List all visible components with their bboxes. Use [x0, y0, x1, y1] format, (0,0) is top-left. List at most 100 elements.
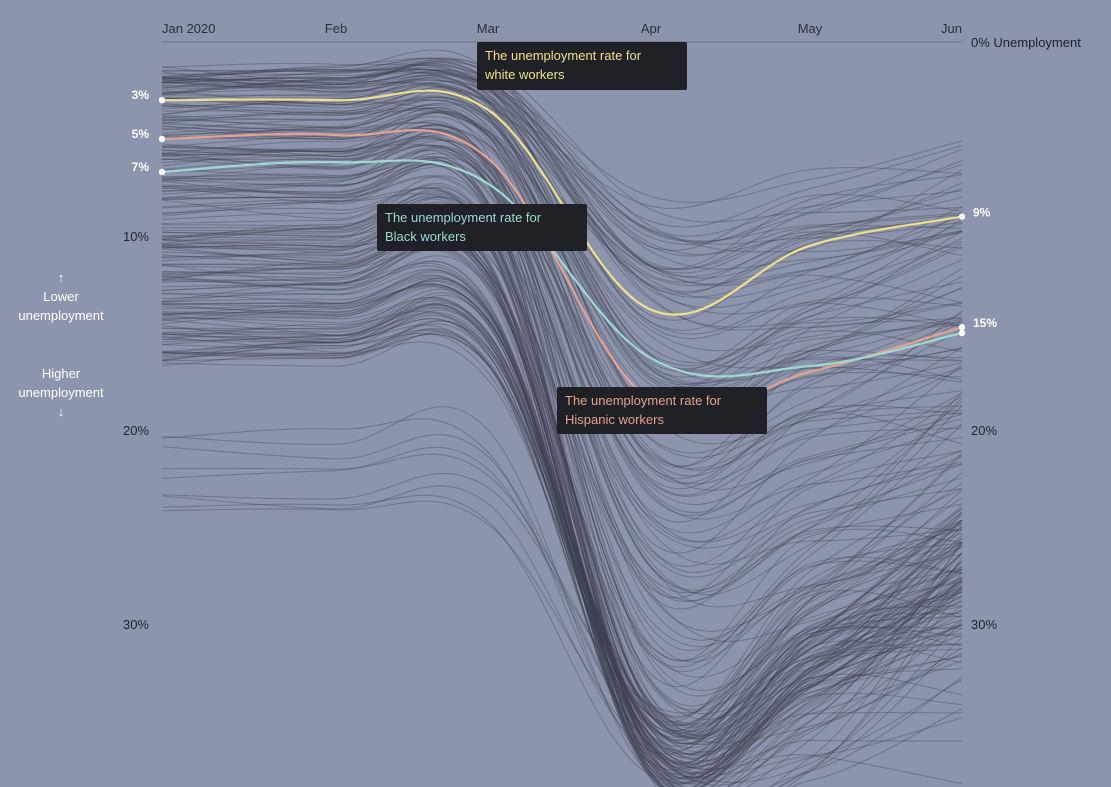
month-label: Jun: [941, 21, 962, 36]
background-line: [161, 217, 963, 787]
background-line: [161, 138, 963, 470]
background-line: [161, 196, 963, 787]
background-line: [161, 246, 963, 769]
background-line: [161, 329, 963, 787]
background-line: [161, 74, 963, 237]
background-line: [161, 305, 963, 747]
month-label: Feb: [325, 21, 347, 36]
background-line: [161, 214, 963, 784]
background-line: [161, 472, 963, 714]
background-line: [161, 327, 963, 766]
series-line-hispanic: [161, 129, 963, 416]
y-tick-label-left: 10%: [123, 229, 149, 244]
background-line: [161, 66, 963, 246]
background-line: [161, 315, 963, 745]
background-line: [161, 225, 963, 787]
background-line: [161, 265, 963, 755]
y-caption-lower: ↑ Lower unemployment: [6, 268, 116, 325]
start-point-black: [158, 168, 166, 176]
background-line: [161, 60, 963, 315]
background-line: [161, 128, 963, 785]
end-label-hispanic: 15%: [973, 316, 997, 330]
annotation-hispanic-line1: The unemployment rate for: [565, 393, 722, 408]
background-line: [161, 157, 963, 758]
background-line: [161, 418, 963, 771]
background-line: [161, 298, 963, 787]
background-line: [161, 300, 963, 734]
background-line: [161, 233, 963, 774]
background-line: [161, 156, 963, 765]
zero-unemployment-label: 0% Unemployment: [971, 35, 1081, 50]
background-line: [161, 303, 963, 738]
background-line: [161, 128, 963, 520]
background-line: [161, 158, 963, 707]
series-line-black: [161, 159, 963, 378]
month-labels: Jan 2020 Feb Mar Apr May Jun: [162, 21, 962, 36]
background-line: [161, 139, 963, 459]
background-line: [161, 68, 963, 255]
background-line: [161, 61, 963, 243]
month-label: May: [798, 21, 823, 36]
background-line: [161, 434, 963, 776]
background-line: [161, 446, 963, 785]
background-line: [161, 333, 963, 727]
background-line: [161, 103, 963, 471]
background-line: [161, 313, 963, 745]
background-line: [161, 274, 963, 770]
background-line: [161, 280, 963, 764]
background-line: [161, 196, 963, 726]
start-point-hispanic: [158, 135, 166, 143]
annotation-black-line2: Black workers: [385, 229, 466, 244]
background-line: [161, 341, 963, 745]
endpoint-labels: 3% 9% 5% 15% 7%: [132, 88, 998, 330]
background-line: [161, 63, 963, 270]
background-line: [161, 324, 963, 778]
background-line: [161, 107, 963, 414]
background-line: [161, 49, 963, 331]
background-line: [161, 128, 963, 543]
background-line: [161, 112, 963, 416]
background-line: [161, 187, 963, 733]
background-line: [161, 323, 963, 764]
background-line: [161, 225, 963, 780]
background-line: [161, 262, 963, 741]
background-line: [161, 231, 963, 787]
background-line: [161, 500, 963, 783]
background-line: [161, 307, 963, 787]
background-line: [161, 292, 963, 787]
month-label: Apr: [641, 21, 662, 36]
background-line: [161, 61, 963, 295]
background-line: [161, 248, 963, 787]
background-line: [161, 320, 963, 740]
background-line: [161, 121, 963, 404]
start-label-black: 7%: [132, 160, 150, 174]
y-caption-higher: Higher unemployment ↓: [6, 364, 116, 421]
background-line: [161, 296, 963, 774]
background-line: [161, 107, 963, 496]
background-line: [161, 159, 963, 432]
background-line: [161, 318, 963, 768]
background-line: [161, 283, 963, 768]
background-line: [161, 228, 963, 740]
start-label-hispanic: 5%: [132, 127, 150, 141]
background-line: [161, 234, 963, 787]
background-line: [161, 71, 963, 279]
end-point-black: [958, 329, 966, 337]
background-line: [161, 68, 963, 203]
background-line: [161, 238, 963, 783]
background-line: [161, 156, 963, 485]
background-line: [161, 268, 963, 785]
y-tick-label-left: 20%: [123, 423, 149, 438]
annotation-black-line1: The unemployment rate for: [385, 210, 542, 225]
background-line: [161, 166, 963, 497]
background-line: [161, 132, 963, 523]
end-point-white: [958, 213, 966, 220]
background-line: [161, 196, 963, 736]
annotation-white-line1: The unemployment rate for: [485, 48, 642, 63]
background-line: [161, 127, 963, 467]
y-tick-label-right: 20%: [971, 423, 997, 438]
background-line: [161, 81, 963, 270]
background-line: [161, 71, 963, 283]
background-line: [161, 182, 963, 775]
